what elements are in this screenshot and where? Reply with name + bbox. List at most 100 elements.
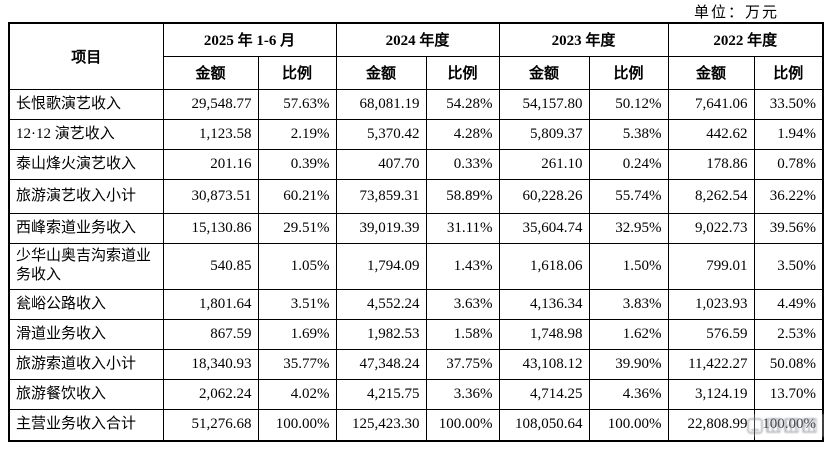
header-row-subcolumns: 金额 比例 金额 比例 金额 比例 金额 比例 [9,55,824,90]
cell-value: 799.01 [667,242,755,290]
header-ratio: 比例 [753,55,824,90]
row-label: 主营业务收入合计 [8,408,164,442]
cell-value: 36.22% [753,178,824,214]
cell-value: 3,124.19 [667,378,755,410]
header-ratio: 比例 [588,55,669,90]
cell-value: 1,618.06 [498,242,590,290]
cell-value: 3.36% [425,378,500,410]
cell-value: 1.62% [588,318,669,350]
table-row-subtotal: 旅游演艺收入小计 30,873.51 60.21% 73,859.31 58.8… [8,178,824,214]
cell-value: 4,215.75 [335,378,427,410]
header-ratio: 比例 [425,55,500,90]
cell-value: 108,050.64 [498,408,590,442]
revenue-table: 项目 2025 年 1-6 月 2024 年度 2023 年度 2022 年度 … [8,22,825,442]
cell-value: 540.85 [162,242,259,290]
cell-value: 5,809.37 [498,118,590,150]
cell-value: 2,062.24 [162,378,259,410]
cell-value: 1.58% [425,318,500,350]
table-row: 旅游餐饮收入 2,062.24 4.02% 4,215.75 3.36% 4,7… [8,378,824,410]
cell-value: 60.21% [257,178,337,214]
table-row: 12·12 演艺收入 1,123.58 2.19% 5,370.42 4.28%… [8,118,824,150]
cell-value: 1.43% [425,242,500,290]
cell-value: 22,808.99 [667,408,755,442]
cell-value: 3.63% [425,288,500,320]
table-row: 瓮峪公路收入 1,801.64 3.51% 4,552.24 3.63% 4,1… [8,288,824,320]
cell-value: 8,262.54 [667,178,755,214]
header-ratio: 比例 [257,55,337,90]
cell-value: 54,157.80 [498,88,590,120]
cell-value: 2.53% [753,318,824,350]
cell-value: 1,982.53 [335,318,427,350]
cell-value: 4.36% [588,378,669,410]
cell-value: 13.70% [753,378,824,410]
row-label: 旅游演艺收入小计 [8,178,164,214]
header-amount: 金额 [667,55,755,90]
cell-value: 15,130.86 [162,212,259,244]
row-label: 泰山烽火演艺收入 [8,148,164,180]
cell-value: 9,022.73 [667,212,755,244]
row-label: 旅游餐饮收入 [8,378,164,410]
cell-value: 55.74% [588,178,669,214]
cell-value: 37.75% [425,348,500,380]
cell-value: 1,123.58 [162,118,259,150]
cell-value: 29.51% [257,212,337,244]
row-label: 滑道业务收入 [8,318,164,350]
cell-value: 43,108.12 [498,348,590,380]
unit-label: 单位：万元 [693,5,779,21]
table-row-subtotal: 旅游索道收入小计 18,340.93 35.77% 47,348.24 37.7… [8,348,824,380]
cell-value: 30,873.51 [162,178,259,214]
cell-value: 11,422.27 [667,348,755,380]
row-label: 西峰索道业务收入 [8,212,164,244]
cell-value: 3.51% [257,288,337,320]
cell-value: 1.94% [753,118,824,150]
cell-value: 261.10 [498,148,590,180]
cell-value: 576.59 [667,318,755,350]
cell-value: 1,794.09 [335,242,427,290]
header-period-2022: 2022 年度 [667,22,824,57]
cell-value: 1.69% [257,318,337,350]
table-row-total: 主营业务收入合计 51,276.68 100.00% 125,423.30 10… [8,408,824,442]
cell-value: 39.56% [753,212,824,244]
cell-value: 47,348.24 [335,348,427,380]
cell-value: 35.77% [257,348,337,380]
header-row-periods: 项目 2025 年 1-6 月 2024 年度 2023 年度 2022 年度 [8,22,824,90]
row-label: 12·12 演艺收入 [8,118,164,150]
cell-value: 100.00% [425,408,500,442]
cell-value: 3.83% [588,288,669,320]
row-label: 旅游索道收入小计 [8,348,164,380]
cell-value: 39.90% [588,348,669,380]
table-row: 长恨歌演艺收入 29,548.77 57.63% 68,081.19 54.28… [8,88,824,120]
cell-value: 100.00% [588,408,669,442]
table-row: 西峰索道业务收入 15,130.86 29.51% 39,019.39 31.1… [8,212,824,244]
cell-value: 51,276.68 [162,408,259,442]
cell-value: 33.50% [753,88,824,120]
cell-value: 178.86 [667,148,755,180]
cell-value: 50.12% [588,88,669,120]
cell-value: 4,136.34 [498,288,590,320]
cell-value: 1,748.98 [498,318,590,350]
cell-value: 60,228.26 [498,178,590,214]
header-amount: 金额 [498,55,590,90]
cell-value: 32.95% [588,212,669,244]
cell-value: 4.49% [753,288,824,320]
header-amount: 金额 [162,55,259,90]
table-row: 滑道业务收入 867.59 1.69% 1,982.53 1.58% 1,748… [8,318,824,350]
cell-value: 54.28% [425,88,500,120]
cell-value: 407.70 [335,148,427,180]
header-item: 项目 [8,22,164,90]
cell-value: 0.24% [588,148,669,180]
cell-value: 29,548.77 [162,88,259,120]
table-row: 少华山奥吉沟索道业务收入 540.85 1.05% 1,794.09 1.43%… [8,242,824,290]
header-period-2023: 2023 年度 [498,22,669,57]
header-amount: 金额 [335,55,427,90]
cell-value: 58.89% [425,178,500,214]
cell-value: 5,370.42 [335,118,427,150]
header-period-2025: 2025 年 1-6 月 [162,22,337,57]
cell-value: 3.50% [753,242,824,290]
cell-value: 68,081.19 [335,88,427,120]
cell-value: 2.19% [257,118,337,150]
cell-value: 57.63% [257,88,337,120]
cell-value: 4,552.24 [335,288,427,320]
cell-value: 867.59 [162,318,259,350]
